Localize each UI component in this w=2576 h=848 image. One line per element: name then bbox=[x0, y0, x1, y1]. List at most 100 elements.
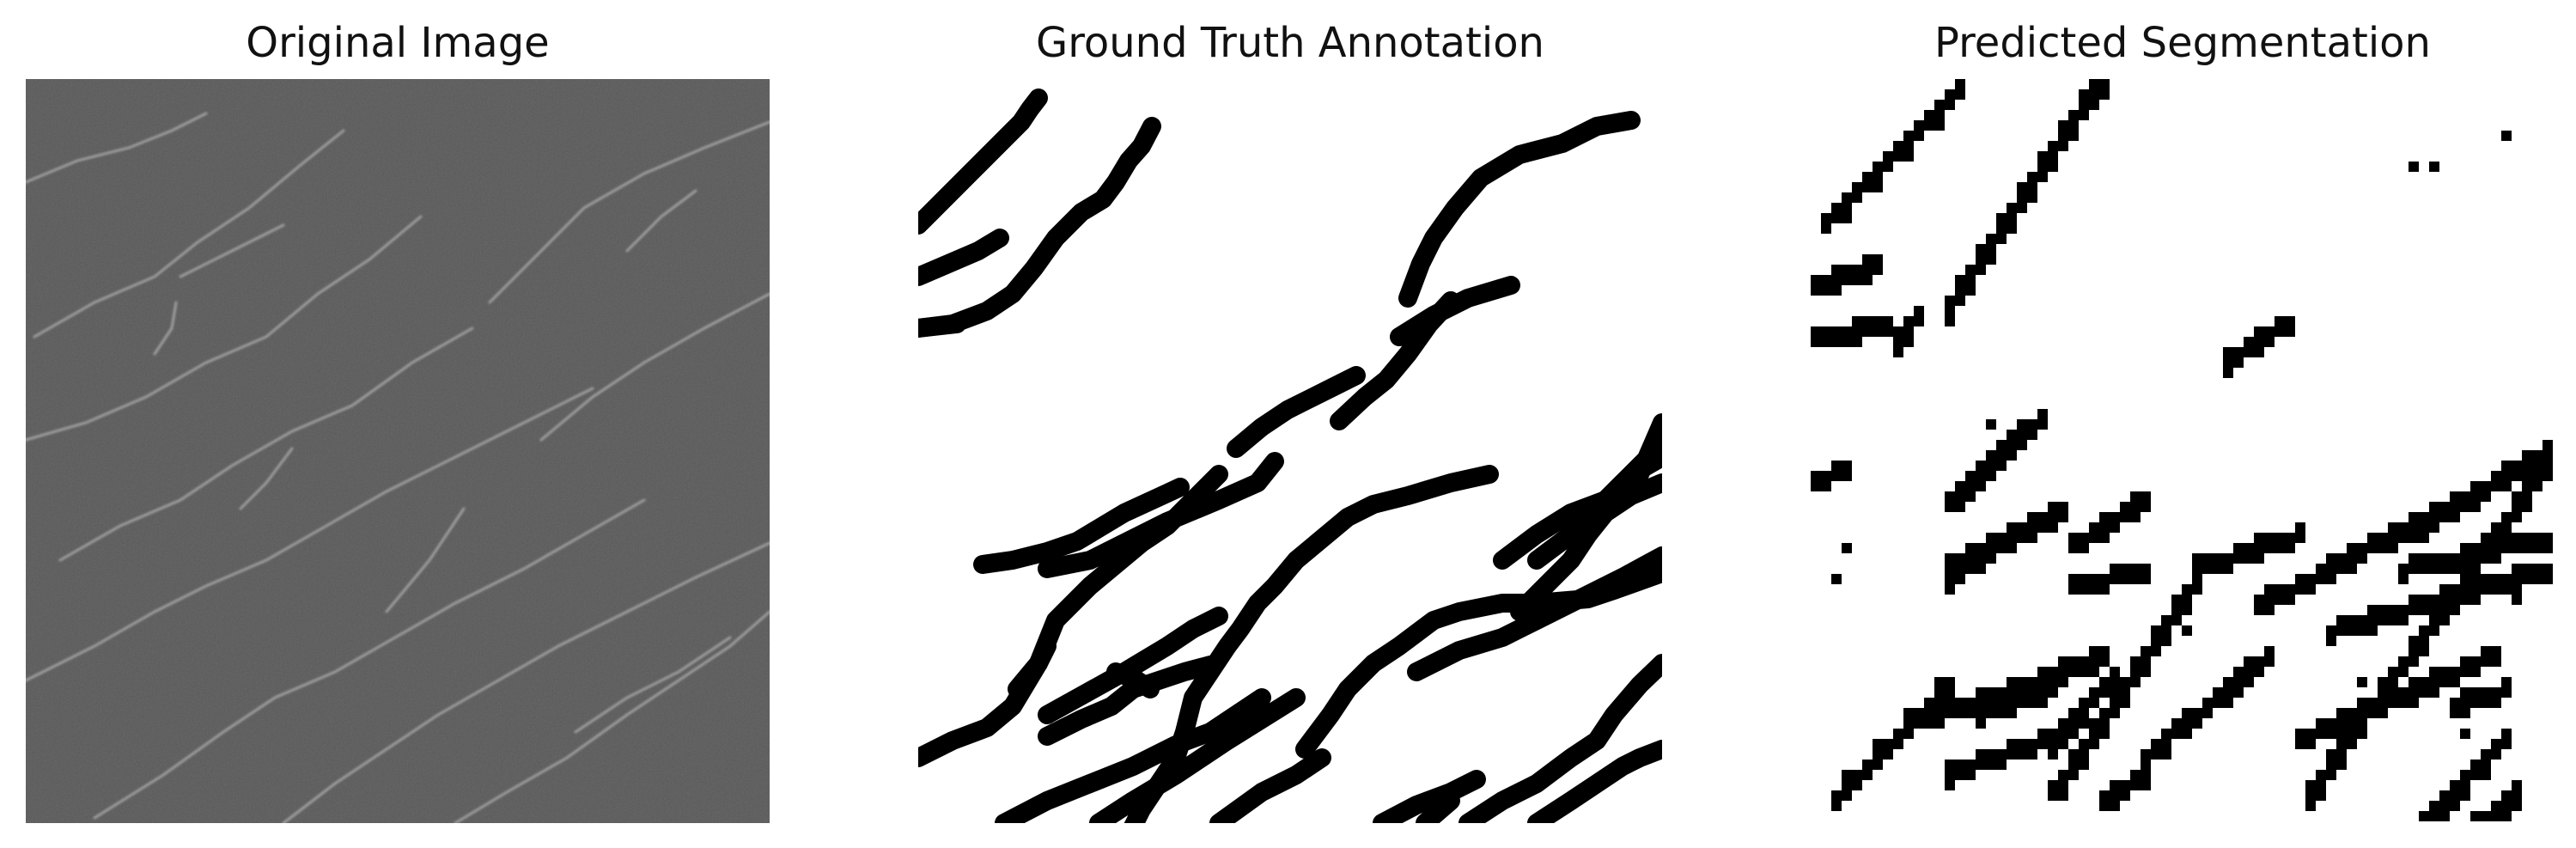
prediction-pixel bbox=[1986, 419, 1996, 430]
prediction-pixel bbox=[1934, 698, 1945, 708]
prediction-pixel bbox=[2254, 656, 2264, 667]
prediction-pixel bbox=[2007, 677, 2017, 687]
prediction-pixel bbox=[1945, 491, 1955, 502]
prediction-pixel bbox=[2223, 357, 2233, 368]
prediction-pixel bbox=[1873, 265, 1883, 275]
prediction-pixel bbox=[1903, 141, 1914, 151]
prediction-pixel bbox=[2141, 770, 2151, 780]
prediction-pixel bbox=[2491, 584, 2501, 595]
prediction-pixel bbox=[2068, 667, 2079, 677]
prediction-pixel bbox=[2171, 615, 2182, 625]
prediction-pixel bbox=[2378, 605, 2388, 615]
prediction-pixel bbox=[2336, 553, 2347, 564]
prediction-pixel bbox=[2048, 522, 2058, 533]
prediction-pixel bbox=[1955, 481, 1965, 491]
annotation-stroke bbox=[973, 478, 1190, 574]
prediction-pixel bbox=[1852, 182, 1862, 192]
prediction-pixel bbox=[2429, 677, 2439, 687]
prediction-pixel bbox=[2439, 605, 2450, 615]
prediction-pixel bbox=[1914, 708, 1924, 718]
prediction-pixel bbox=[2336, 760, 2347, 770]
prediction-pixel bbox=[1945, 564, 1955, 574]
prediction-pixel bbox=[2470, 502, 2481, 512]
prediction-pixel bbox=[2233, 357, 2244, 368]
prediction-pixel bbox=[1914, 131, 1924, 141]
prediction-pixel bbox=[1831, 275, 1842, 285]
prediction-pixel bbox=[2501, 461, 2512, 471]
prediction-pixel bbox=[2007, 708, 2017, 718]
prediction-pixel bbox=[2058, 141, 2068, 151]
prediction-pixel bbox=[2192, 718, 2202, 729]
prediction-pixel bbox=[2048, 141, 2058, 151]
prediction-pixel bbox=[2130, 667, 2141, 677]
prediction-pixel bbox=[1914, 120, 1924, 131]
prediction-pixel bbox=[1934, 718, 1945, 729]
prediction-pixel bbox=[2058, 790, 2068, 801]
prediction-pixel bbox=[2017, 440, 2027, 450]
prediction-pixel bbox=[2141, 760, 2151, 770]
prediction-pixel bbox=[2501, 729, 2512, 739]
prediction-pixel bbox=[2470, 491, 2481, 502]
prediction-pixel bbox=[2037, 172, 2048, 182]
predicted-segmentation-mask bbox=[1811, 79, 2555, 823]
prediction-pixel bbox=[1811, 275, 1821, 285]
prediction-pixel bbox=[2068, 120, 2079, 131]
prediction-pixel bbox=[2017, 192, 2027, 203]
prediction-pixel bbox=[2048, 502, 2058, 512]
prediction-pixel bbox=[2316, 770, 2326, 780]
prediction-pixel bbox=[2027, 522, 2037, 533]
prediction-pixel bbox=[2388, 667, 2398, 677]
prediction-pixel bbox=[2244, 337, 2254, 347]
prediction-pixel bbox=[2027, 182, 2037, 192]
prediction-pixel bbox=[2491, 656, 2501, 667]
prediction-pixel bbox=[2089, 79, 2099, 89]
annotation-stroke bbox=[1416, 791, 1460, 823]
prediction-pixel bbox=[2316, 718, 2326, 729]
prediction-pixel bbox=[1976, 481, 1986, 491]
prediction-pixel bbox=[1955, 89, 1965, 100]
prediction-pixel bbox=[1986, 543, 1996, 553]
prediction-pixel bbox=[1862, 760, 1873, 770]
prediction-pixel bbox=[2501, 677, 2512, 687]
prediction-pixel bbox=[1945, 770, 1955, 780]
prediction-pixel bbox=[1831, 285, 1842, 296]
prediction-pixel bbox=[2532, 461, 2543, 471]
prediction-pixel bbox=[1996, 543, 2007, 553]
prediction-pixel bbox=[2099, 79, 2110, 89]
prediction-pixel bbox=[1924, 708, 1934, 718]
prediction-pixel bbox=[2347, 625, 2357, 636]
prediction-pixel bbox=[1924, 698, 1934, 708]
prediction-pixel bbox=[2037, 162, 2048, 172]
prediction-pixel bbox=[1934, 110, 1945, 120]
prediction-pixel bbox=[2151, 625, 2161, 636]
prediction-pixel bbox=[2130, 564, 2141, 574]
prediction-pixel bbox=[2007, 223, 2017, 234]
annotation-stroke bbox=[1209, 748, 1331, 823]
prediction-pixel bbox=[2099, 512, 2110, 522]
prediction-pixel bbox=[2182, 595, 2192, 605]
prediction-pixel bbox=[2398, 656, 2409, 667]
prediction-pixel bbox=[2357, 729, 2367, 739]
prediction-pixel bbox=[2007, 522, 2017, 533]
prediction-pixel bbox=[1862, 254, 1873, 265]
prediction-pixel bbox=[2398, 687, 2409, 698]
prediction-pixel bbox=[2110, 564, 2120, 574]
prediction-pixel bbox=[2089, 739, 2099, 749]
prediction-pixel bbox=[2481, 770, 2491, 780]
prediction-pixel bbox=[2532, 574, 2543, 584]
prediction-pixel bbox=[1873, 760, 1883, 770]
prediction-pixel bbox=[2512, 595, 2522, 605]
prediction-pixel bbox=[2058, 739, 2068, 749]
prediction-pixel bbox=[2316, 780, 2326, 790]
prediction-pixel bbox=[2316, 790, 2326, 801]
prediction-pixel bbox=[1831, 213, 1842, 223]
prediction-pixel bbox=[1893, 141, 1903, 151]
prediction-pixel bbox=[2202, 553, 2213, 564]
prediction-pixel bbox=[1903, 718, 1914, 729]
prediction-pixel bbox=[1955, 491, 1965, 502]
prediction-pixel bbox=[1873, 739, 1883, 749]
prediction-pixel bbox=[2089, 100, 2099, 110]
prediction-pixel bbox=[2089, 667, 2099, 677]
prediction-pixel bbox=[2110, 780, 2120, 790]
prediction-pixel bbox=[2491, 811, 2501, 821]
